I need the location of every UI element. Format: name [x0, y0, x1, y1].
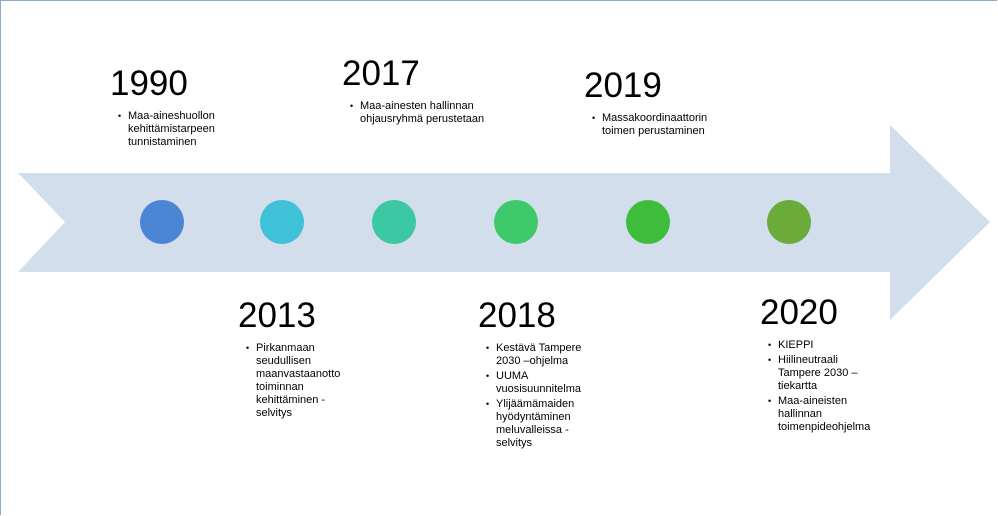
bullet: UUMA vuosisuunnitelma: [486, 370, 588, 396]
bullet: Maa-ainesten hallinnan ohjausryhmä perus…: [350, 100, 485, 126]
bullet: Massakoordinaattorin toimen perustaminen: [592, 112, 724, 138]
event: 2017 Maa-ainesten hallinnan ohjausryhmä …: [342, 54, 485, 128]
event: 2013 Pirkanmaan seudullisen maanvastaano…: [238, 296, 346, 422]
bullets: Kestävä Tampere 2030 –ohjelma UUMA vuosi…: [486, 342, 588, 450]
year: 2019: [584, 66, 662, 105]
marker: [626, 200, 670, 244]
year: 2018: [478, 296, 556, 335]
bullet: Ylijäämämaiden hyödyntäminen meluvalleis…: [486, 398, 588, 450]
marker: [767, 200, 811, 244]
marker: [494, 200, 538, 244]
bullets: Maa-aineshuollon kehittämistarpeen tunni…: [118, 110, 230, 149]
bullet: Maa-aineshuollon kehittämistarpeen tunni…: [118, 110, 230, 149]
bullets: KIEPPI Hiilineutraali Tampere 2030 – tie…: [768, 339, 870, 434]
event: 2020 KIEPPI Hiilineutraali Tampere 2030 …: [760, 293, 870, 436]
marker: [260, 200, 304, 244]
bullet: Maa-aineisten hallinnan toimenpideohjelm…: [768, 395, 870, 434]
event: 2018 Kestävä Tampere 2030 –ohjelma UUMA …: [478, 296, 588, 452]
year: 2020: [760, 293, 838, 332]
year: 2013: [238, 296, 316, 335]
marker: [372, 200, 416, 244]
bullet: Kestävä Tampere 2030 –ohjelma: [486, 342, 588, 368]
bullets: Maa-ainesten hallinnan ohjausryhmä perus…: [350, 100, 485, 126]
bullets: Pirkanmaan seudullisen maanvastaanotto t…: [246, 342, 346, 420]
bullet: Hiilineutraali Tampere 2030 – tiekartta: [768, 354, 870, 393]
event: 1990 Maa-aineshuollon kehittämistarpeen …: [110, 64, 230, 151]
year: 1990: [110, 64, 188, 103]
event: 2019 Massakoordinaattorin toimen perusta…: [584, 66, 724, 140]
bullet: Pirkanmaan seudullisen maanvastaanotto t…: [246, 342, 346, 420]
bullets: Massakoordinaattorin toimen perustaminen: [592, 112, 724, 138]
marker: [140, 200, 184, 244]
year: 2017: [342, 54, 420, 93]
bullet: KIEPPI: [768, 339, 870, 352]
